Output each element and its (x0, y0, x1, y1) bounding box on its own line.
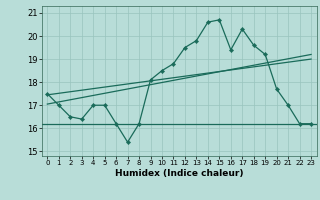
X-axis label: Humidex (Indice chaleur): Humidex (Indice chaleur) (115, 169, 244, 178)
